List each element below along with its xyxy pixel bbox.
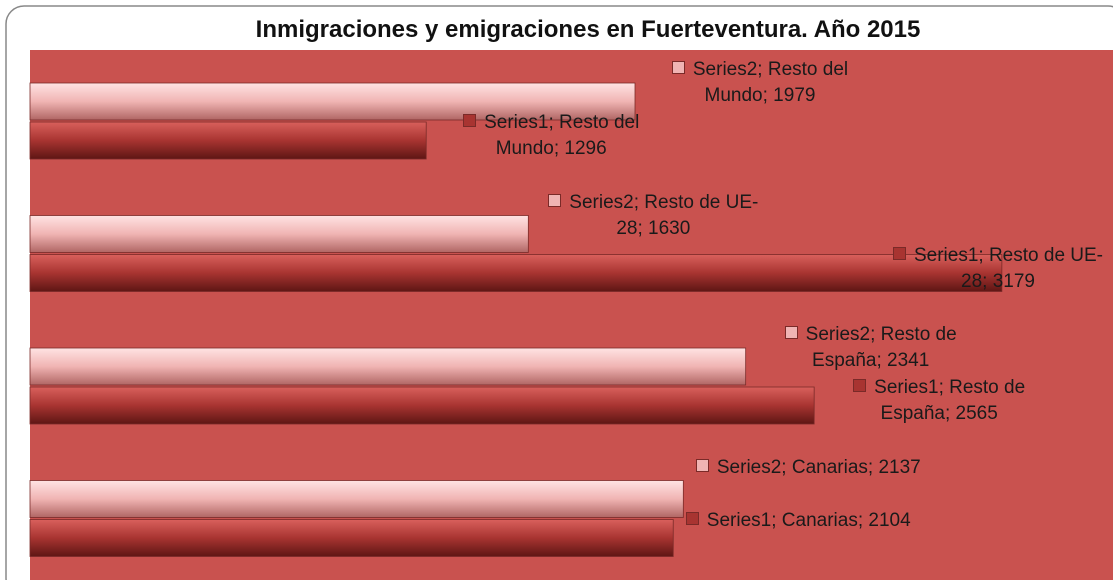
legend-marker xyxy=(784,326,798,339)
data-label-text: Series1; Resto del Mundo; 1296 xyxy=(484,112,640,159)
data-label-text: Series2; Resto de UE-28; 1630 xyxy=(569,191,759,239)
data-label-text: Series2; Canarias; 2137 xyxy=(716,456,921,478)
bar xyxy=(29,386,815,425)
data-label: Series1; Resto del Mundo; 1296 xyxy=(436,110,666,162)
legend-marker xyxy=(463,114,477,127)
legend-marker xyxy=(695,458,709,472)
chart-title: Inmigraciones y emigraciones en Fuerteve… xyxy=(256,16,921,43)
bar xyxy=(29,121,427,160)
data-label-text: Series1; Resto de España; 2565 xyxy=(874,377,1026,424)
legend-marker xyxy=(892,246,906,260)
data-label-text: Series2; Resto del Mundo; 1979 xyxy=(692,59,849,106)
legend-marker xyxy=(685,511,699,525)
data-label: Series1; Resto de UE-28; 3179 xyxy=(883,243,1113,295)
data-label: Series2; Resto de España; 2341 xyxy=(756,322,986,374)
legend-marker xyxy=(548,193,562,207)
bar xyxy=(29,347,747,386)
data-label: Series1; Canarias; 2104 xyxy=(683,508,913,534)
data-label: Series1; Resto de España; 2565 xyxy=(824,375,1054,427)
data-label-text: Series1; Canarias; 2104 xyxy=(706,509,911,531)
data-label: Series2; Canarias; 2137 xyxy=(693,455,923,481)
data-label: Series2; Resto del Mundo; 1979 xyxy=(645,57,875,109)
data-label-text: Series2; Resto de España; 2341 xyxy=(805,324,957,371)
legend-marker xyxy=(853,379,867,392)
bar xyxy=(29,254,1003,292)
legend-marker xyxy=(671,61,685,74)
data-label-text: Series1; Resto de UE-28; 3179 xyxy=(913,244,1104,292)
bar xyxy=(29,82,636,121)
bar xyxy=(29,519,674,557)
data-label: Series2; Resto de UE-28; 1630 xyxy=(538,190,768,242)
bar xyxy=(29,215,529,253)
bar xyxy=(29,480,684,518)
